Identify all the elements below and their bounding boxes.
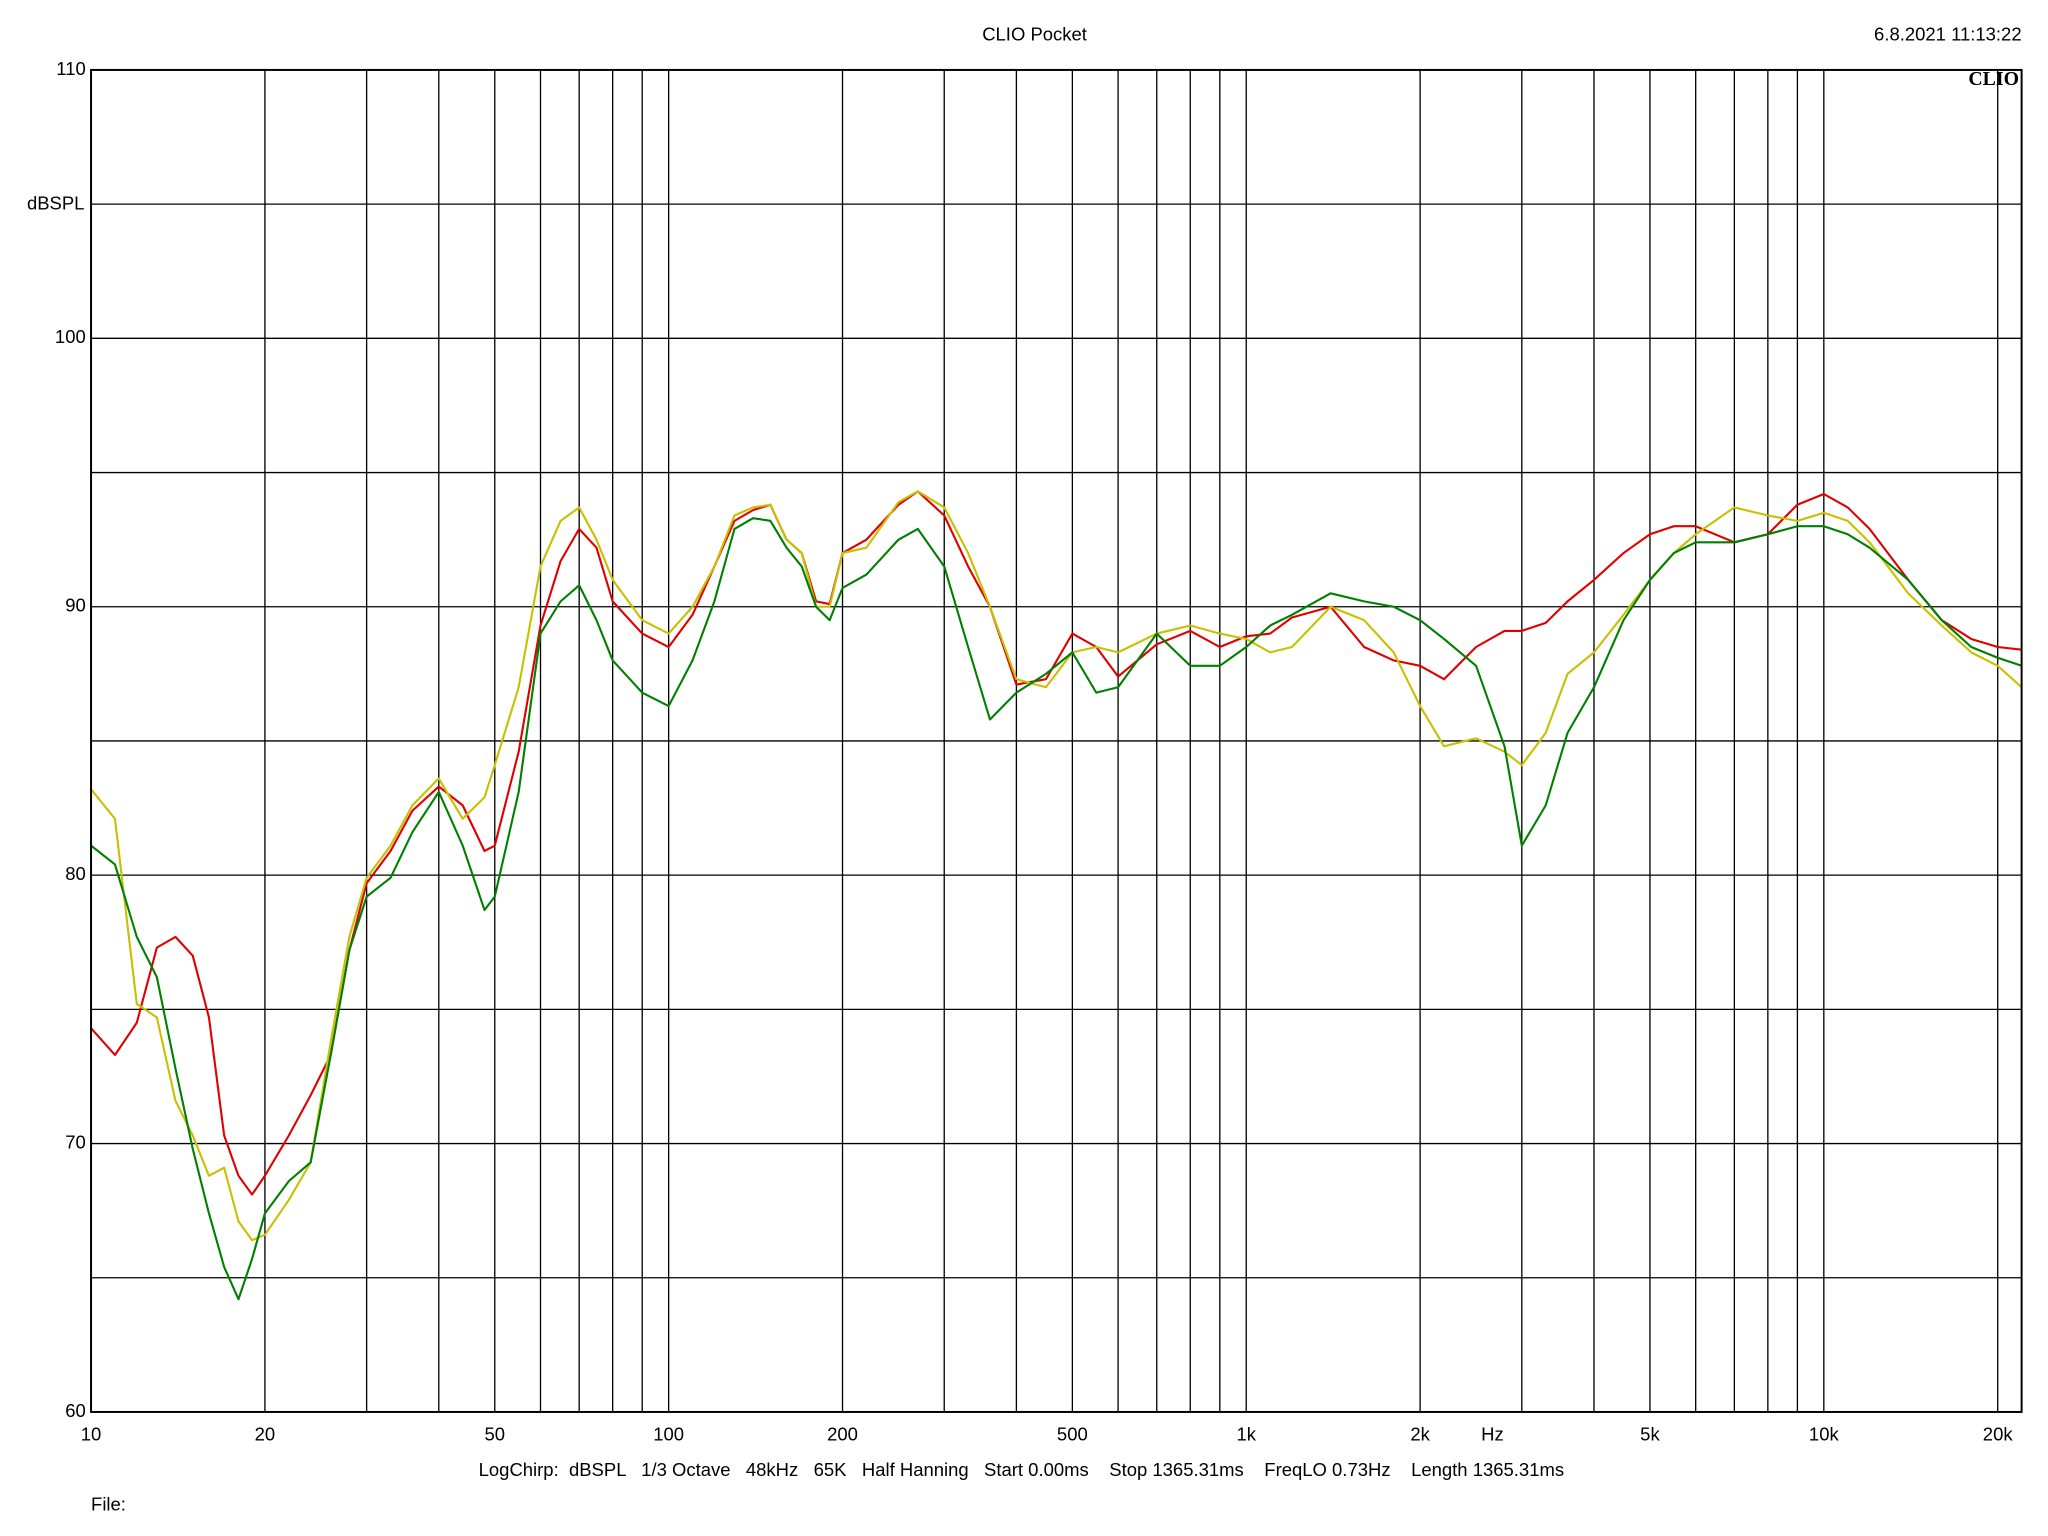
grid: 60 70 80 90 100 110 10 20 50 100 200 500 1k 2k 5k 10k 20… (55, 58, 2022, 1445)
response-curve (90, 517, 2022, 1301)
footer: LogChirp: dBSPL 1/3 Octave 48kHz 65K Hal… (479, 1459, 1564, 1480)
response-curve (90, 490, 2022, 1196)
x-tick-label: 5k (1640, 1424, 1660, 1445)
y-tick-label: 60 (65, 1400, 86, 1421)
x-tick-label: 200 (827, 1424, 858, 1445)
y-tick-label: 90 (65, 595, 86, 616)
y-tick-label: 80 (65, 863, 86, 884)
curves (90, 490, 2023, 1301)
x-tick-label: 500 (1057, 1424, 1088, 1445)
x-tick-label: 50 (484, 1424, 505, 1445)
response-curve (90, 490, 2023, 1242)
chart-title: CLIO Pocket (982, 24, 1087, 45)
file-label: File: (91, 1494, 126, 1515)
timestamp: 6.8.2021 11:13:22 (1874, 24, 2022, 45)
x-tick-label: 2k (1410, 1424, 1430, 1445)
y-axis-label: dBSPL (27, 192, 85, 213)
x-tick-label: 20 (255, 1424, 276, 1445)
y-tick-label: 110 (56, 58, 85, 79)
logo: CLIO (1968, 68, 2019, 90)
plot-frame (90, 68, 2023, 1413)
x-tick-label: 100 (653, 1424, 684, 1445)
x-tick-label: 10 (81, 1424, 102, 1445)
y-tick-label: 70 (65, 1131, 86, 1152)
y-tick-label: 100 (55, 326, 86, 347)
x-tick-label: 20k (1983, 1424, 2014, 1445)
x-tick-label: 10k (1809, 1424, 1840, 1445)
x-axis-label: Hz (1481, 1424, 1504, 1445)
x-tick-label: 1k (1236, 1424, 1256, 1445)
